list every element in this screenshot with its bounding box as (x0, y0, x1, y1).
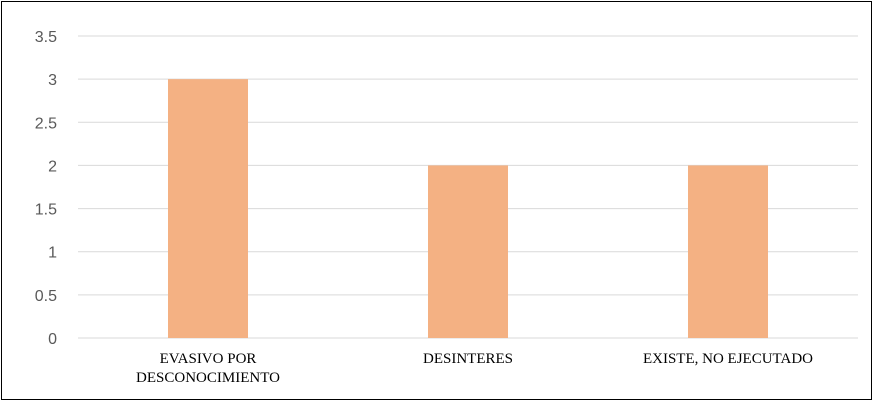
y-tick-label: 2.5 (35, 115, 57, 132)
bars (168, 79, 768, 339)
y-axis-ticks: 0 0.5 1 1.5 2 2.5 3 3.5 (35, 29, 57, 348)
x-axis-labels: EVASIVO POR DESCONOCIMIENTO DESINTERES EXIS… (136, 351, 813, 386)
y-tick-label: 0 (48, 331, 57, 348)
y-tick-label: 0.5 (35, 288, 57, 305)
y-tick-label: 3.5 (35, 29, 57, 46)
bar (168, 79, 248, 339)
y-tick-label: 1.5 (35, 202, 57, 219)
x-category-label: DESINTERES (423, 351, 513, 367)
y-tick-label: 2 (48, 158, 57, 175)
bar (428, 165, 508, 338)
x-category-label: EXISTE, NO EJECUTADO (643, 351, 813, 367)
x-category-label: EVASIVO POR (160, 351, 257, 367)
y-tick-label: 1 (48, 245, 57, 262)
x-category-label: DESCONOCIMIENTO (136, 370, 280, 386)
bar (688, 165, 768, 338)
y-tick-label: 3 (48, 72, 57, 89)
